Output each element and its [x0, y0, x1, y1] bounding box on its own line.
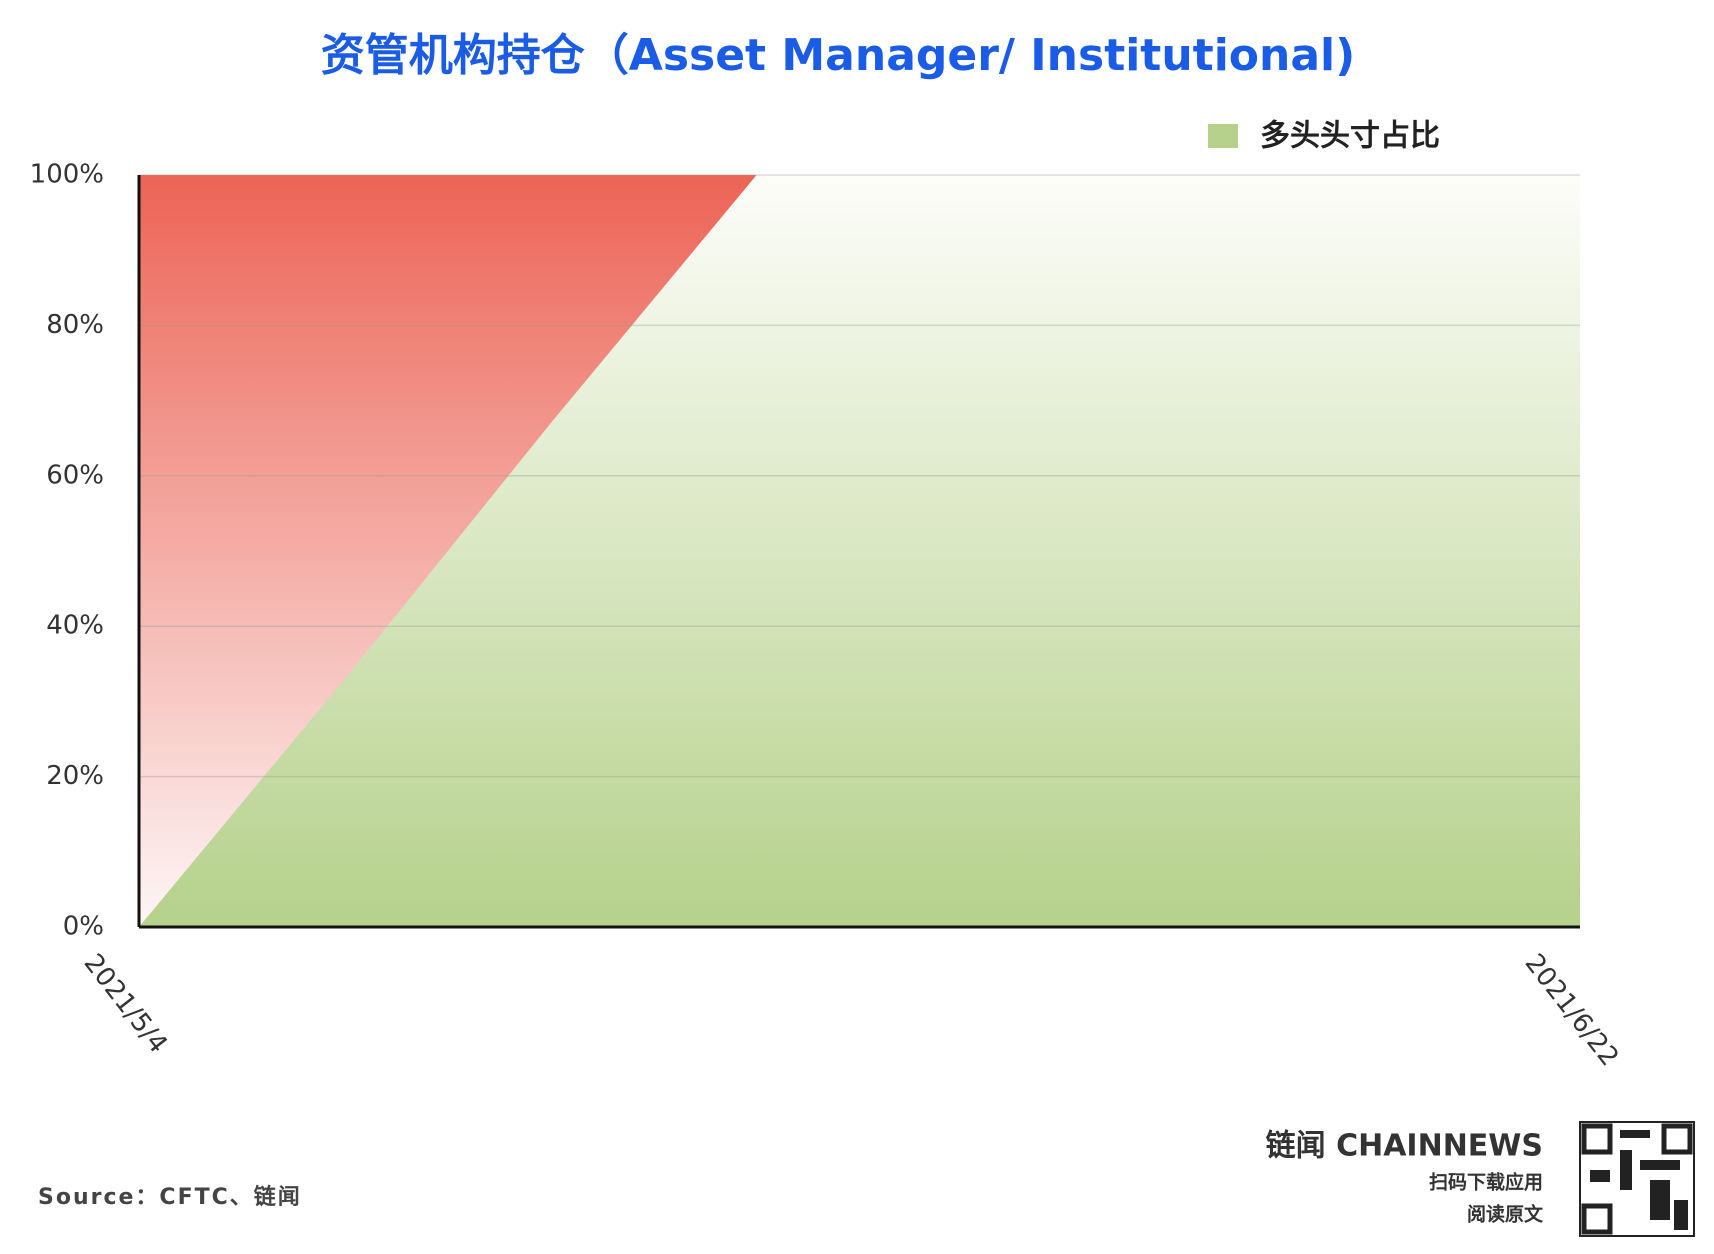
footer-line: 扫码下载应用: [1429, 1171, 1543, 1194]
x-tick-label: 2021/5/4: [78, 948, 174, 1058]
legend-swatch: [1208, 124, 1238, 148]
x-tick-label: 2021/6/22: [1519, 948, 1625, 1072]
y-tick-label: 100%: [30, 160, 104, 190]
footer-line: 阅读原文: [1467, 1203, 1544, 1226]
y-tick-label: 80%: [46, 310, 104, 340]
y-tick-label: 40%: [46, 611, 104, 641]
y-tick-label: 60%: [46, 460, 104, 490]
qr-code: [1579, 1121, 1695, 1237]
source: Source：CFTC、链闻: [38, 1184, 302, 1210]
area: [139, 175, 1580, 927]
chart-title: 资管机构持仓（Asset Manager/ Institutional): [321, 30, 1355, 81]
y-tick-label: 20%: [46, 761, 104, 791]
legend-label: 多头头寸占比: [1260, 119, 1440, 154]
brand: 链闻 CHAINNEWS: [1266, 1129, 1543, 1164]
y-tick-label: 0%: [63, 912, 104, 942]
